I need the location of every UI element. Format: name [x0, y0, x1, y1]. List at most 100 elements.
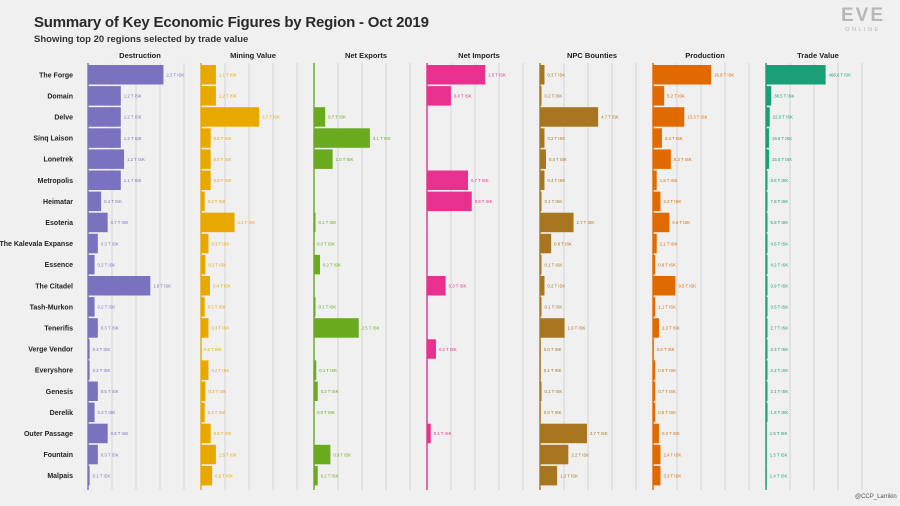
panel-header: NPC Bounties [567, 51, 617, 60]
data-label: 0.2 T ISK [211, 368, 229, 373]
bar [88, 381, 98, 401]
bar [766, 381, 768, 401]
data-label: 0.1 T ISK [318, 305, 336, 310]
bar [766, 318, 768, 338]
category-label: Genesis [46, 389, 73, 396]
data-label: 0.6 T ISK [111, 431, 129, 436]
data-label: 2.7 T ISK [770, 326, 788, 331]
panel-header: Net Exports [345, 51, 387, 60]
data-label: 2.3 T ISK [770, 347, 788, 352]
data-label: 0.1 T ISK [319, 368, 337, 373]
data-label: 0.0 T ISK [544, 347, 562, 352]
data-label: 0.1 T ISK [544, 262, 562, 267]
bar [540, 339, 541, 359]
data-label: 0.6 T ISK [658, 368, 676, 373]
data-label: 1.9 T ISK [568, 326, 586, 331]
data-label: 0.3 T ISK [449, 283, 467, 288]
data-label: 4.7 T ISK [601, 115, 619, 120]
bar [88, 107, 121, 127]
data-label: 0.0 T ISK [544, 410, 562, 415]
bar [88, 402, 95, 423]
credit-text: @CCP_Larrikin [855, 494, 897, 500]
bar [201, 360, 209, 380]
data-label: 2.1 T ISK [770, 389, 788, 394]
bar [201, 233, 209, 254]
panel-header: Net Imports [458, 51, 500, 60]
bar [427, 339, 436, 359]
bar [540, 128, 545, 148]
panel-header: Mining Value [230, 51, 276, 60]
data-label: 0.3 T ISK [98, 410, 116, 415]
category-label: Essence [45, 262, 74, 269]
bar [766, 254, 768, 275]
data-label: 0.5 T ISK [214, 157, 232, 162]
data-label: 0.1 T ISK [544, 305, 562, 310]
bar [653, 381, 656, 401]
bar [88, 149, 125, 169]
bar [427, 86, 451, 106]
data-label: 0.2 T ISK [208, 305, 226, 310]
bar [766, 191, 768, 212]
data-label: 3.9 T ISK [770, 283, 788, 288]
data-label: 1.5 T ISK [770, 431, 788, 436]
data-label: 0.5 T ISK [657, 347, 675, 352]
data-label: 0.4 T ISK [104, 199, 122, 204]
bar [540, 65, 545, 85]
panel-trade-value: Trade Value 468.6 T ISK 38.5 T ISK 22.9 T I… [765, 51, 863, 490]
data-label: 0.2 T ISK [547, 283, 565, 288]
bar [540, 402, 541, 423]
data-label: 0.6 T ISK [658, 410, 676, 415]
data-label: 8.6 T ISK [770, 178, 788, 183]
data-label: 2.3 T ISK [662, 326, 680, 331]
category-label: Malpais [47, 473, 73, 480]
bar [88, 360, 90, 380]
bar [88, 297, 95, 317]
bar [540, 444, 569, 465]
logo-sub: ONLINE [845, 27, 880, 33]
bar [88, 254, 95, 275]
bar [88, 339, 90, 359]
bar [88, 65, 164, 85]
bar [766, 212, 768, 233]
data-label: 0.4 T ISK [213, 283, 231, 288]
panel-npc-bounties: NPC Bounties 0.3 T ISK 0.2 T ISK 4.7 T ISK 0… [539, 51, 637, 490]
data-label: 0.3 T ISK [211, 326, 229, 331]
data-label: 3.3 T ISK [663, 473, 681, 478]
data-label: 0.0 T ISK [317, 410, 335, 415]
bar [201, 86, 216, 106]
bar [314, 360, 317, 380]
bar [766, 86, 772, 106]
bar [540, 360, 541, 380]
bar [201, 402, 205, 423]
bar [314, 465, 318, 486]
bar [427, 65, 486, 85]
panel-net-imports: Net Imports 1.0 T ISK 0.4 T ISK 0.7 T ISK 0.… [426, 51, 524, 490]
data-label: 15.5 T ISK [772, 157, 792, 162]
category-label: Domain [47, 93, 73, 100]
bar [540, 233, 552, 254]
category-label: Sinq Laison [33, 136, 73, 143]
data-label: 0.4 T ISK [549, 157, 567, 162]
category-label: The Kalevala Expanse [0, 241, 73, 248]
bar [201, 149, 211, 169]
bar [540, 149, 546, 169]
bar [653, 339, 654, 359]
bar [201, 212, 235, 233]
logo-main: EVE [841, 5, 885, 26]
bar [314, 444, 331, 465]
bar [540, 86, 542, 106]
data-label: 6.6 T ISK [672, 220, 690, 225]
data-label: 0.1 T ISK [93, 473, 111, 478]
bar [653, 465, 661, 486]
panel-header: Trade Value [797, 51, 839, 60]
bar [427, 276, 446, 296]
bar [653, 318, 659, 338]
bar [653, 297, 656, 317]
category-label: Heimatar [43, 199, 73, 206]
data-label: 2.2 T ISK [571, 452, 589, 457]
data-label: 38.5 T ISK [774, 94, 794, 99]
bar [766, 65, 826, 85]
data-label: 0.3 T ISK [101, 241, 119, 246]
category-label: Fountain [43, 452, 73, 459]
bar [653, 423, 659, 444]
